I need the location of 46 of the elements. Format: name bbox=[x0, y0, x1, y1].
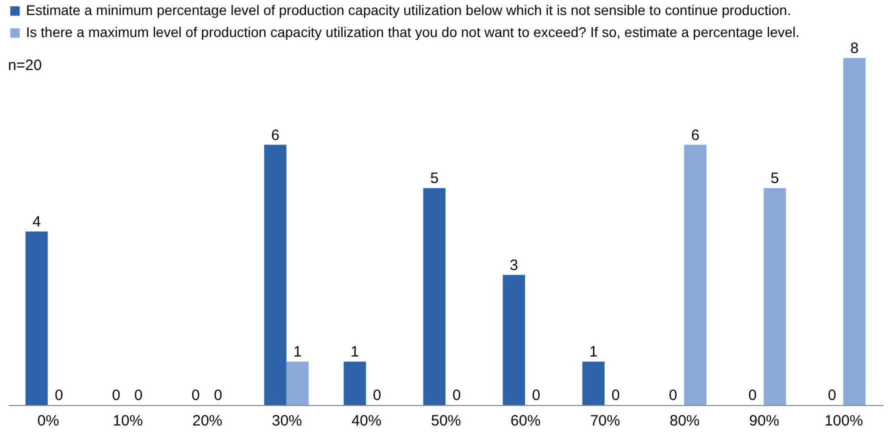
x-tick-label: 0% bbox=[37, 412, 60, 430]
data-label: 0 bbox=[668, 387, 678, 404]
x-tick-label: 60% bbox=[510, 412, 541, 430]
data-label: 8 bbox=[850, 40, 859, 57]
data-label: 0 bbox=[748, 387, 757, 404]
x-tick-label: 70% bbox=[590, 412, 620, 430]
data-label: 0 bbox=[612, 387, 620, 404]
bar bbox=[502, 274, 526, 405]
x-tick-label: 40% bbox=[351, 412, 382, 430]
data-label: 5 bbox=[770, 170, 779, 188]
data-label: 0 bbox=[54, 387, 64, 404]
x-tick-label: 30% bbox=[272, 412, 302, 430]
bar bbox=[582, 362, 605, 405]
data-label: 3 bbox=[510, 256, 518, 274]
x-tick-label: 50% bbox=[430, 412, 462, 430]
data-label: 4 bbox=[32, 214, 41, 230]
bar bbox=[843, 58, 866, 405]
data-label: 0 bbox=[112, 387, 120, 404]
bar bbox=[264, 144, 286, 405]
data-label: 0 bbox=[372, 387, 382, 404]
data-label: 1 bbox=[350, 344, 359, 361]
x-tick-label: 10% bbox=[112, 412, 143, 430]
data-label: 0 bbox=[192, 387, 200, 404]
x-tick-label: 90% bbox=[749, 412, 780, 430]
bar bbox=[764, 188, 786, 405]
bar bbox=[344, 362, 366, 405]
bar bbox=[26, 232, 48, 405]
data-label: 0 bbox=[532, 387, 540, 404]
x-tick-label: 80% bbox=[670, 412, 700, 430]
data-label: 0 bbox=[134, 387, 143, 404]
data-label: 6 bbox=[271, 126, 280, 144]
legend-label: Estimate a minimum percentage level of production capacity utilization below which it is not sensible to continue production. bbox=[26, 2, 791, 18]
data-label: 5 bbox=[430, 170, 439, 188]
data-label: 0 bbox=[452, 387, 461, 404]
x-tick-label: 100% bbox=[824, 412, 863, 430]
data-label: 1 bbox=[589, 344, 598, 361]
data-label: 6 bbox=[691, 126, 700, 144]
data-label: 0 bbox=[828, 387, 836, 404]
bar bbox=[286, 362, 309, 405]
annotation: n=20 bbox=[8, 57, 42, 74]
legend-label: Is there a maximum level of production capacity utilization that you do not want to exceed? If so, estimate a percentage level. bbox=[26, 24, 800, 40]
data-label: 1 bbox=[293, 344, 302, 361]
bar bbox=[684, 144, 706, 405]
bar bbox=[423, 188, 446, 405]
x-tick-label: 20% bbox=[192, 412, 222, 430]
data-label: 0 bbox=[214, 387, 222, 404]
